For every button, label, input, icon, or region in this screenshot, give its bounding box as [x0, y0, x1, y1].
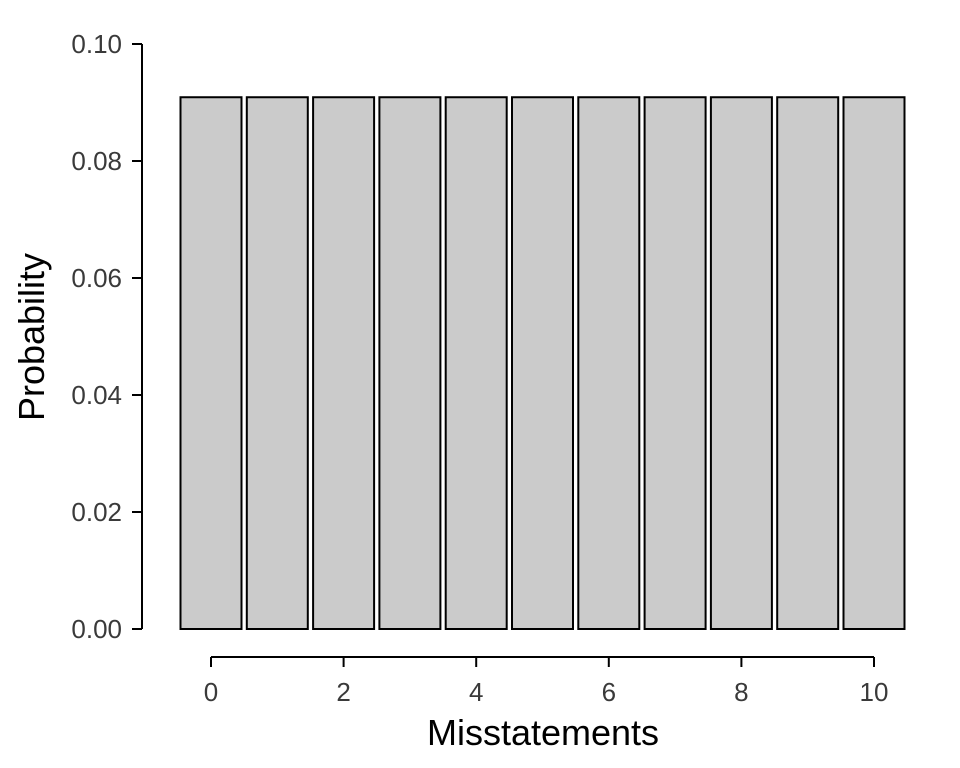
x-tick-label: 8 [734, 677, 748, 707]
x-tick-label: 10 [860, 677, 889, 707]
bar-3 [378, 96, 442, 631]
x-tick-label: 4 [469, 677, 483, 707]
bar-2 [312, 96, 376, 631]
bar-6 [577, 96, 641, 631]
bar-5 [511, 96, 574, 631]
bar-9 [776, 96, 840, 631]
y-tick-label: 0.02 [71, 497, 122, 527]
bar-0 [179, 96, 243, 631]
x-tick-label: 6 [602, 677, 616, 707]
x-tick-label: 2 [336, 677, 350, 707]
x-tick-label: 0 [204, 677, 218, 707]
bars-group [179, 96, 906, 631]
y-tick-label: 0.08 [71, 146, 122, 176]
bar-7 [643, 96, 707, 631]
bar-4 [444, 96, 508, 631]
x-axis-title: Misstatements [427, 712, 659, 753]
bar-8 [709, 96, 773, 631]
x-axis: 0 2 4 6 8 10 [204, 656, 889, 707]
bar-10 [842, 96, 906, 631]
y-tick-label: 0.10 [71, 29, 122, 59]
y-tick-label: 0.04 [71, 380, 122, 410]
bar-1 [245, 96, 309, 631]
y-axis-title: Probability [11, 253, 52, 421]
y-tick-label: 0.00 [71, 614, 122, 644]
y-axis: 0.00 0.02 0.04 0.06 0.08 0.10 [71, 29, 143, 644]
y-tick-label: 0.06 [71, 263, 122, 293]
